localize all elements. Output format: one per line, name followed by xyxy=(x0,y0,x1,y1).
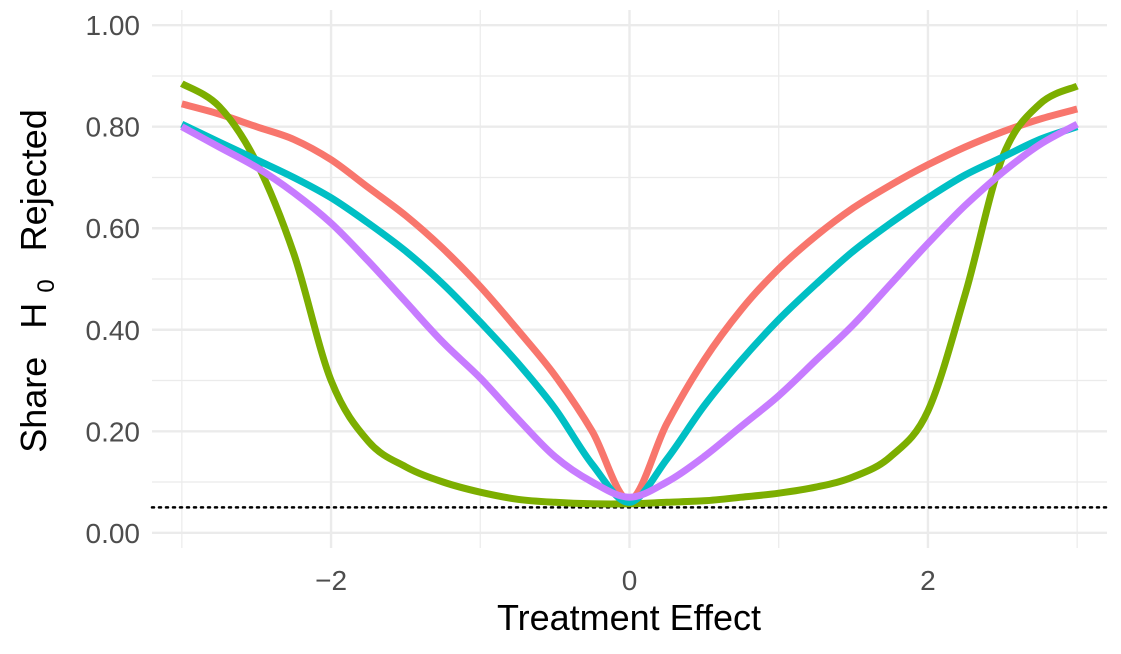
y-axis-title-suffix: Rejected xyxy=(13,109,54,251)
x-tick-label: 0 xyxy=(622,565,638,596)
x-axis-title: Treatment Effect xyxy=(497,597,761,638)
y-tick-label: 1.00 xyxy=(86,10,141,41)
x-tick-labels: −2 0 2 xyxy=(315,565,936,596)
y-axis-title-subscript: 0 xyxy=(33,279,60,292)
series-line-4 xyxy=(180,121,1079,501)
y-axis-title: Share H 0 Rejected xyxy=(13,109,62,453)
x-tick-label: 2 xyxy=(920,565,936,596)
series-lines xyxy=(179,80,1079,508)
y-axis-title-prefix: Share xyxy=(13,357,54,453)
y-tick-label: 0.20 xyxy=(86,416,141,447)
grid-lines xyxy=(152,10,1107,548)
y-tick-label: 0.00 xyxy=(86,518,141,549)
x-tick-label: −2 xyxy=(315,565,347,596)
series-line-3 xyxy=(180,121,1079,506)
y-tick-label: 0.40 xyxy=(86,315,141,346)
y-tick-label: 0.80 xyxy=(86,112,141,143)
y-axis-title-symbol: H xyxy=(13,303,54,329)
y-tick-labels: 0.00 0.20 0.40 0.60 0.80 1.00 xyxy=(86,10,141,549)
y-tick-label: 0.60 xyxy=(86,213,141,244)
